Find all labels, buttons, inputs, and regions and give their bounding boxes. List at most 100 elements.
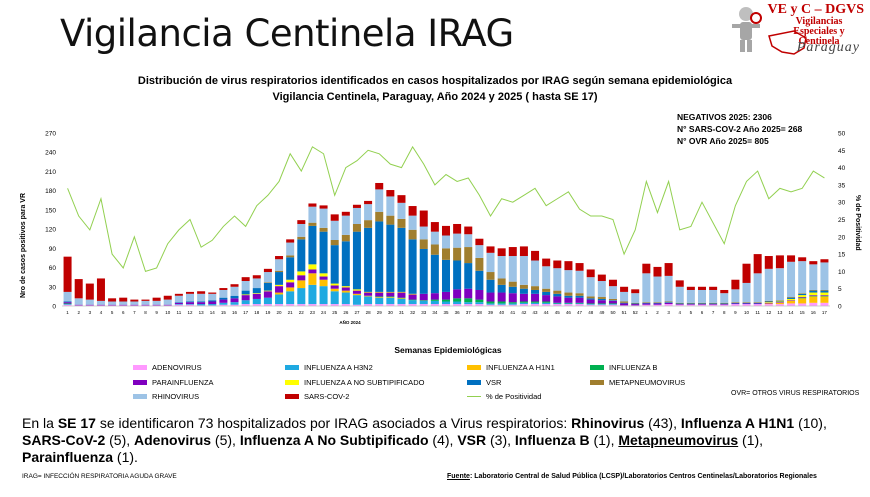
bar-segment: [441, 225, 450, 236]
bar-segment: [809, 264, 818, 290]
x-tick-label: 4: [678, 310, 681, 315]
bar-segment: [809, 290, 818, 293]
bar-segment: [519, 288, 528, 294]
bar-segment: [453, 301, 462, 305]
bar-segment: [397, 291, 406, 293]
bar-segment: [519, 284, 528, 289]
bar-segment: [419, 300, 428, 301]
summary-metapneumovirus: Metapneumovirus: [618, 432, 739, 448]
bar-segment: [608, 300, 617, 304]
bar-segment: [185, 304, 194, 306]
bar-segment: [542, 301, 551, 303]
bar-segment: [74, 298, 83, 305]
bar-segment: [464, 234, 473, 248]
bar-segment: [330, 283, 339, 286]
x-tick-label: 36: [455, 310, 461, 315]
bar-segment: [397, 297, 406, 299]
bar-segment: [787, 297, 796, 298]
y2-tick-label: 5: [838, 286, 842, 293]
bar-segment: [497, 248, 506, 257]
bar-segment: [664, 304, 673, 306]
note-negativos: NEGATIVOS 2025: 2306: [677, 112, 772, 122]
ovr-note: OVR= OTROS VIRUS RESPIRATORIOS: [731, 390, 860, 397]
bar-segment: [85, 283, 94, 300]
bar-segment: [553, 296, 562, 303]
bar-segment: [675, 303, 684, 305]
bar-segment: [286, 239, 295, 243]
x-tick-label: 11: [755, 310, 760, 315]
summary-count: (43),: [644, 415, 681, 431]
bar-segment: [597, 303, 606, 305]
y2-tick-label: 30: [838, 200, 846, 207]
bar-segment: [74, 304, 83, 306]
bar-segment: [608, 304, 617, 305]
bar-segment: [575, 270, 584, 294]
bar-segment: [430, 244, 439, 255]
x-axis-label: Semanas Epidemiológicas: [394, 345, 502, 355]
bar-segment: [441, 301, 450, 305]
bar-segment: [308, 225, 317, 265]
bar-segment: [241, 294, 250, 296]
bar-segment: [742, 302, 751, 304]
bar-segment: [787, 255, 796, 262]
bar-segment: [297, 304, 306, 306]
bar-segment: [564, 304, 573, 306]
bar-segment: [809, 292, 818, 296]
bar-segment: [764, 300, 773, 302]
bar-segment: [642, 263, 651, 274]
bar-segment: [96, 278, 105, 301]
bar-segment: [653, 276, 662, 303]
bar-segment: [352, 295, 361, 305]
bar-segment: [531, 293, 540, 302]
x-tick-label: 10: [165, 310, 171, 315]
bar-segment: [809, 302, 818, 306]
bar-segment: [642, 302, 651, 304]
bar-segment: [564, 270, 573, 293]
bar-segment: [364, 292, 373, 296]
x-tick-label: 21: [288, 310, 294, 315]
bar-segment: [319, 273, 328, 277]
x-tick-label: 32: [410, 310, 416, 315]
bar-segment: [352, 207, 361, 224]
bar-segment: [174, 304, 183, 305]
logo-figure-icon: [732, 7, 762, 52]
bar-segment: [386, 224, 395, 292]
bar-segment: [375, 296, 384, 298]
bar-segment: [263, 282, 272, 291]
y-tick-label: 240: [45, 150, 56, 157]
bar-segment: [820, 295, 829, 296]
bar-segment: [798, 303, 807, 306]
legend-item: SARS-COV-2: [285, 392, 349, 401]
bar-segment: [241, 304, 250, 306]
bar-segment: [119, 304, 128, 306]
bar-segment: [263, 291, 272, 298]
bar-segment: [597, 300, 606, 304]
summary-count: (4),: [428, 432, 458, 448]
legend-swatch: [285, 394, 299, 399]
bar-segment: [419, 239, 428, 249]
x-tick-label: 12: [187, 310, 193, 315]
legend-item: METAPNEUMOVIRUS: [590, 378, 685, 387]
legend-swatch: [285, 365, 299, 370]
bar-segment: [341, 211, 350, 216]
bar-segment: [486, 272, 495, 280]
bar-segment: [475, 302, 484, 305]
bar-segment: [608, 298, 617, 301]
summary-rhinovirus: Rhinovirus: [571, 415, 645, 431]
bar-segment: [263, 268, 272, 273]
bar-segment: [820, 262, 829, 290]
bar-segment: [597, 298, 606, 301]
bar-segment: [441, 304, 450, 306]
legend-label: SARS-COV-2: [304, 392, 350, 401]
bar-segment: [85, 299, 94, 305]
bar-segment: [753, 254, 762, 274]
x-tick-label: 13: [777, 310, 783, 315]
x-tick-label: 7: [712, 310, 715, 315]
x-tick-label: 14: [789, 310, 795, 315]
bar-segment: [820, 290, 829, 293]
bar-segment: [697, 304, 706, 306]
bar-segment: [174, 295, 183, 303]
bar-segment: [286, 242, 295, 256]
bar-segment: [252, 275, 261, 279]
bar-segment: [263, 290, 272, 292]
